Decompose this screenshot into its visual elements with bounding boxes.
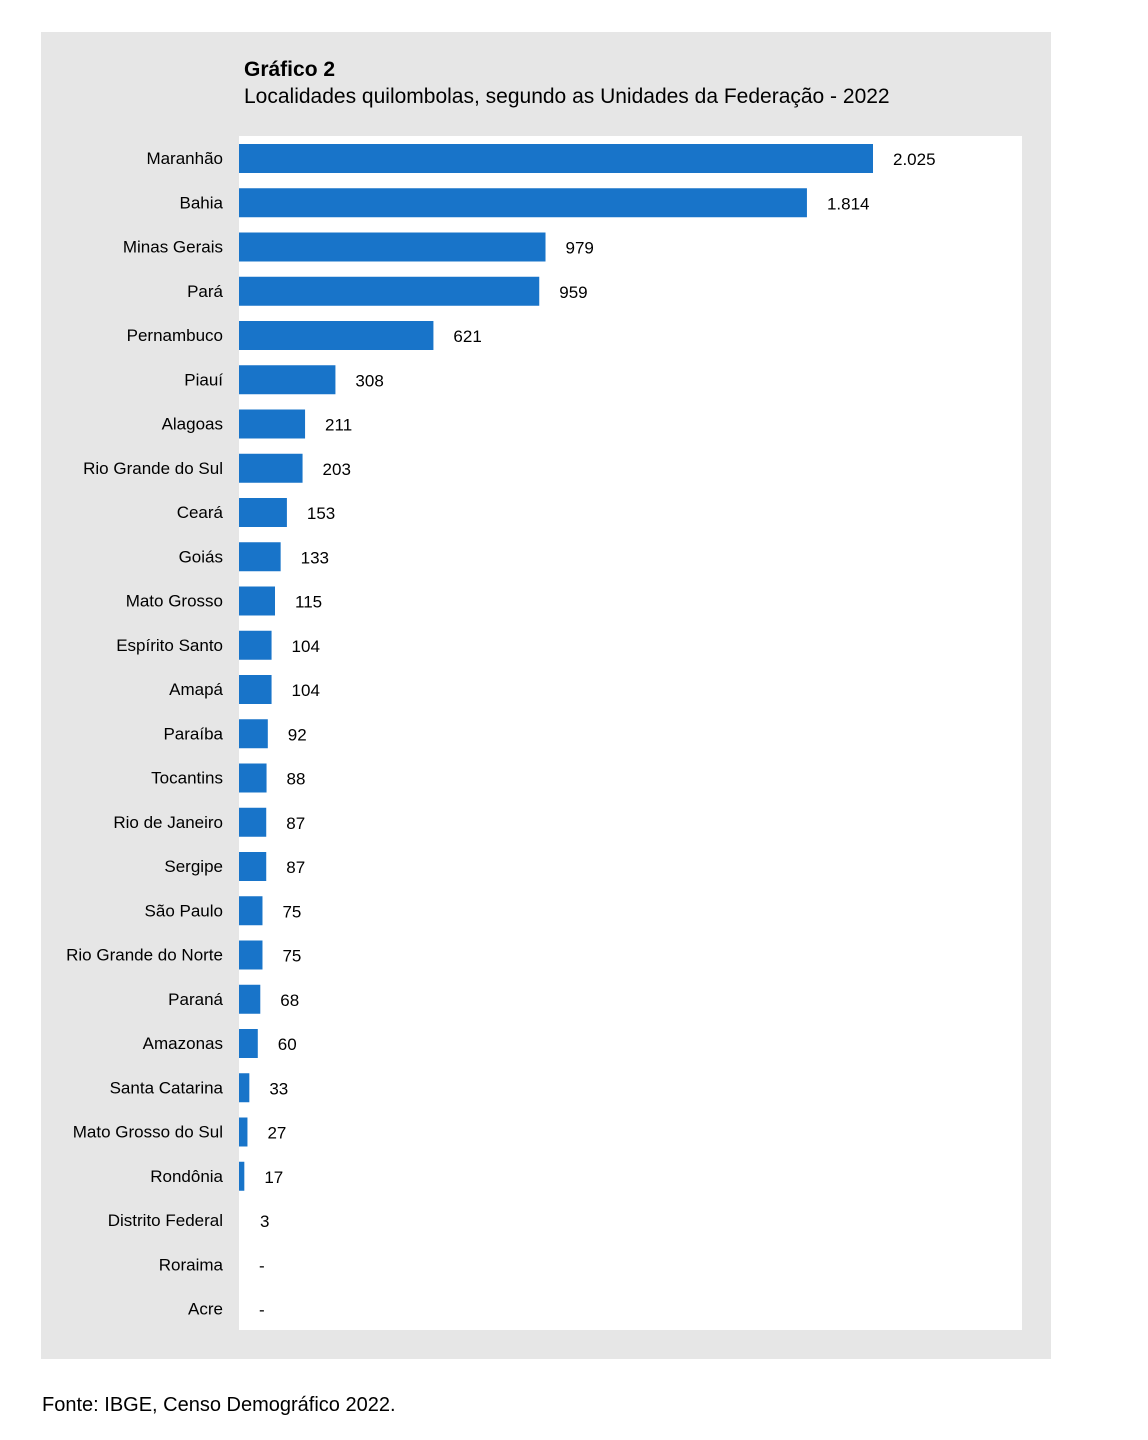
category-label: Roraima [159, 1255, 224, 1274]
value-label: 87 [286, 814, 305, 833]
value-label: 75 [282, 947, 301, 966]
bar [239, 1073, 250, 1103]
category-label: Amazonas [143, 1034, 223, 1053]
bar [239, 984, 261, 1014]
value-label: 1.814 [827, 194, 870, 213]
category-label: Paraíba [163, 724, 223, 743]
value-label: 75 [282, 902, 301, 921]
bar [239, 542, 281, 572]
category-label: Amapá [169, 680, 223, 699]
category-label: Rio de Janeiro [113, 813, 223, 832]
value-label: 203 [323, 460, 351, 479]
value-label: 621 [453, 327, 481, 346]
bar [239, 188, 807, 218]
value-label: 133 [301, 548, 329, 567]
source-note: Fonte: IBGE, Censo Demográfico 2022. [42, 1394, 396, 1416]
value-label: 104 [292, 681, 320, 700]
value-label: 979 [566, 239, 594, 258]
bar [239, 1117, 248, 1147]
value-label: 33 [269, 1079, 288, 1098]
bar [239, 586, 276, 616]
value-label: 211 [325, 416, 352, 435]
bar [239, 232, 546, 262]
value-label: 959 [559, 283, 587, 302]
category-label: Alagoas [162, 415, 223, 434]
category-label: Rondônia [150, 1167, 223, 1186]
bar [239, 852, 267, 881]
category-label: Bahia [180, 193, 224, 212]
category-label: Ceará [177, 503, 224, 522]
category-label: Mato Grosso [126, 592, 223, 611]
category-label: Acre [188, 1300, 223, 1319]
value-label: 68 [280, 991, 299, 1010]
category-label: Paraná [168, 990, 223, 1009]
value-label: 153 [307, 504, 335, 523]
value-label: 115 [295, 593, 322, 612]
category-label: Espírito Santo [116, 636, 223, 655]
bar [239, 940, 263, 970]
bar-chart: Maranhão 2.025 Bahia 1.814 Minas Gerais 979 Pa… [66, 144, 936, 1320]
value-label: 92 [288, 725, 307, 744]
bar [239, 675, 272, 704]
category-label: Rio Grande do Sul [83, 459, 223, 478]
category-label: Minas Gerais [123, 238, 223, 257]
category-label: Pará [187, 282, 223, 301]
bar [239, 630, 272, 660]
category-label: Mato Grosso do Sul [73, 1123, 223, 1142]
chart-title: Gráfico 2 [244, 58, 336, 81]
category-label: Maranhão [146, 149, 223, 168]
bar [239, 1029, 258, 1058]
bar [239, 1161, 245, 1191]
category-label: Pernambuco [127, 326, 223, 345]
category-label: Goiás [179, 547, 223, 566]
bar [239, 365, 336, 395]
bar [239, 321, 434, 350]
category-label: Distrito Federal [108, 1211, 223, 1230]
value-label: 3 [260, 1212, 269, 1231]
value-label: 27 [267, 1124, 286, 1143]
value-label: - [259, 1256, 265, 1275]
bar [239, 719, 268, 749]
bar [239, 498, 287, 527]
bar [239, 409, 306, 439]
category-label: Piauí [184, 370, 223, 389]
bar [239, 453, 303, 483]
bar [239, 763, 267, 793]
value-label: 17 [264, 1168, 283, 1187]
bar [239, 144, 873, 173]
value-label: 88 [287, 770, 306, 789]
value-label: - [259, 1301, 265, 1320]
value-label: 104 [292, 637, 320, 656]
category-label: São Paulo [145, 901, 223, 920]
category-label: Sergipe [164, 857, 223, 876]
chart-subtitle: Localidades quilombolas, segundo as Unid… [244, 85, 890, 108]
category-label: Santa Catarina [110, 1078, 224, 1097]
value-label: 2.025 [893, 150, 936, 169]
bar [239, 807, 267, 837]
value-label: 308 [355, 371, 383, 390]
category-label: Rio Grande do Norte [66, 946, 223, 965]
category-label: Tocantins [151, 769, 223, 788]
bar [239, 896, 263, 926]
value-label: 60 [278, 1035, 297, 1054]
bar [239, 276, 540, 306]
value-label: 87 [286, 858, 305, 877]
